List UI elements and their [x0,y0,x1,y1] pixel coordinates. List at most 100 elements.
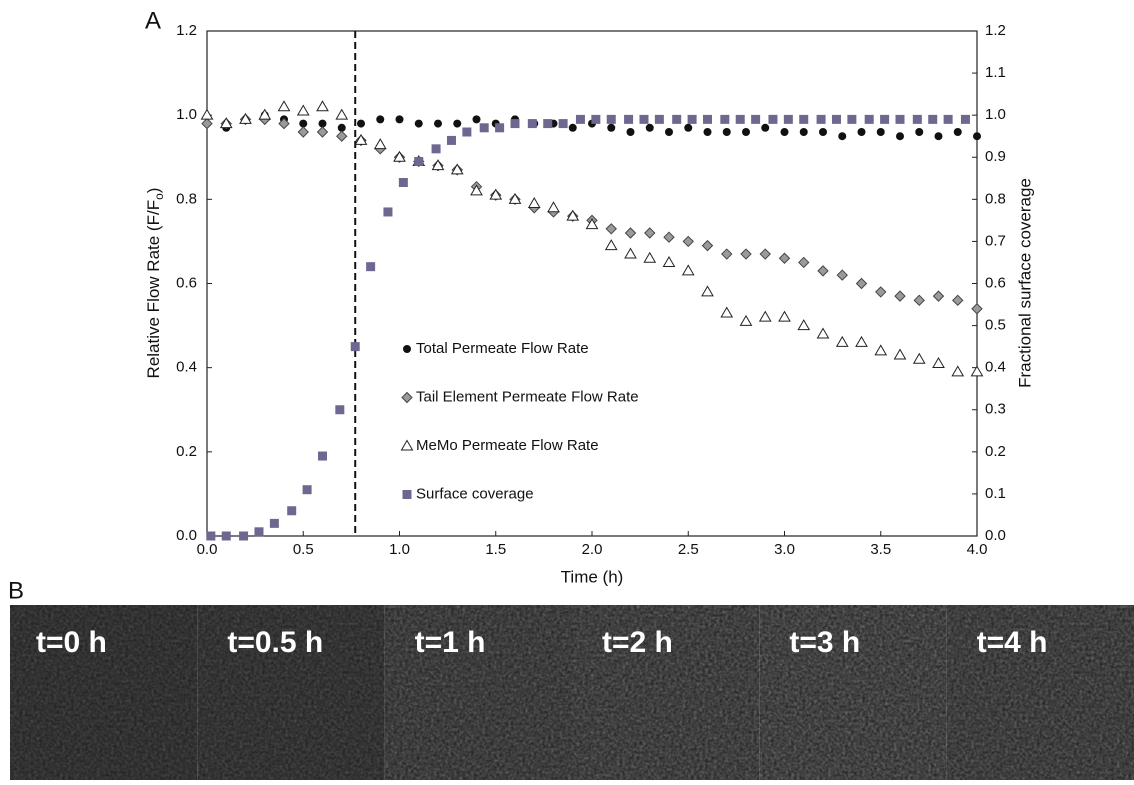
point [934,132,943,141]
point [575,114,585,124]
point [431,144,441,154]
point [797,319,811,331]
point [778,252,791,264]
point [973,132,981,141]
point [759,248,771,260]
point [761,123,770,132]
point [297,126,309,138]
point [819,128,827,136]
x-tick-label: 0.5 [293,541,314,558]
x-tick-label: 3.5 [870,541,891,558]
point [778,310,791,322]
point [780,128,789,136]
point [645,123,654,132]
point [357,119,365,128]
point [817,265,829,277]
point [558,119,568,129]
point [751,114,761,124]
image-label: t=0.5 h [227,626,323,659]
image-texture [759,605,947,780]
point [568,123,577,132]
point [895,114,905,124]
point [393,150,406,162]
y2-tick-label: 0.0 [985,527,1006,544]
point [398,178,408,187]
point [654,114,664,124]
y-label-subscript: o [152,193,166,200]
point [395,115,404,124]
y-axis-label: Relative Flow Rate (F/Fo) [144,188,166,379]
image-texture [572,605,760,780]
point [970,365,984,377]
x-tick-label: 3.0 [774,541,795,558]
point [896,132,904,141]
y2-tick-label: 0.7 [985,232,1006,249]
point [472,115,481,124]
point [639,114,649,124]
point [403,345,411,353]
point [943,114,953,124]
point [624,247,637,259]
point [864,114,874,124]
y2-tick-label: 0.9 [985,148,1006,165]
point [489,188,503,200]
point [672,114,682,124]
point [701,285,714,297]
y-tick-label: 1.0 [176,106,197,123]
point [200,108,214,120]
point [287,506,297,516]
image-label: t=1 h [415,626,486,659]
point [912,352,926,364]
point [682,235,694,248]
x-axis-label: Time (h) [561,567,624,586]
point [431,159,445,171]
point [951,365,965,377]
point [703,114,712,124]
point [337,123,346,132]
y2-tick-label: 0.5 [985,317,1006,334]
point [607,123,616,132]
image-texture [946,605,1134,780]
point [269,518,279,528]
legend-label: Total Permeate Flow Rate [416,340,589,357]
point [219,117,233,129]
image-texture [384,605,572,780]
legend-label: Surface coverage [416,485,534,502]
point [624,227,637,239]
point [316,100,329,112]
point [527,197,541,209]
point [838,132,847,141]
point [510,119,520,129]
point [354,133,368,145]
point [816,114,826,124]
point [665,128,673,136]
point [495,123,505,133]
point [932,290,945,302]
y2-tick-label: 1.0 [985,106,1006,123]
point [971,303,983,315]
point [912,114,922,124]
x-tick-label: 4.0 [967,541,988,558]
point [336,130,348,142]
point [662,255,676,267]
image-texture [197,605,385,780]
point [953,128,962,136]
point [373,138,387,150]
point [768,114,778,124]
point [913,294,925,307]
x-tick-label: 2.5 [678,541,699,558]
point [722,128,731,136]
point [742,128,750,136]
image-label: t=3 h [789,626,860,659]
point [366,262,376,272]
point [479,123,489,133]
point [739,314,753,326]
point [928,114,938,124]
point [915,128,924,136]
point [894,290,906,302]
point [605,223,617,235]
point [875,286,887,298]
point [462,127,472,137]
point [335,108,349,120]
